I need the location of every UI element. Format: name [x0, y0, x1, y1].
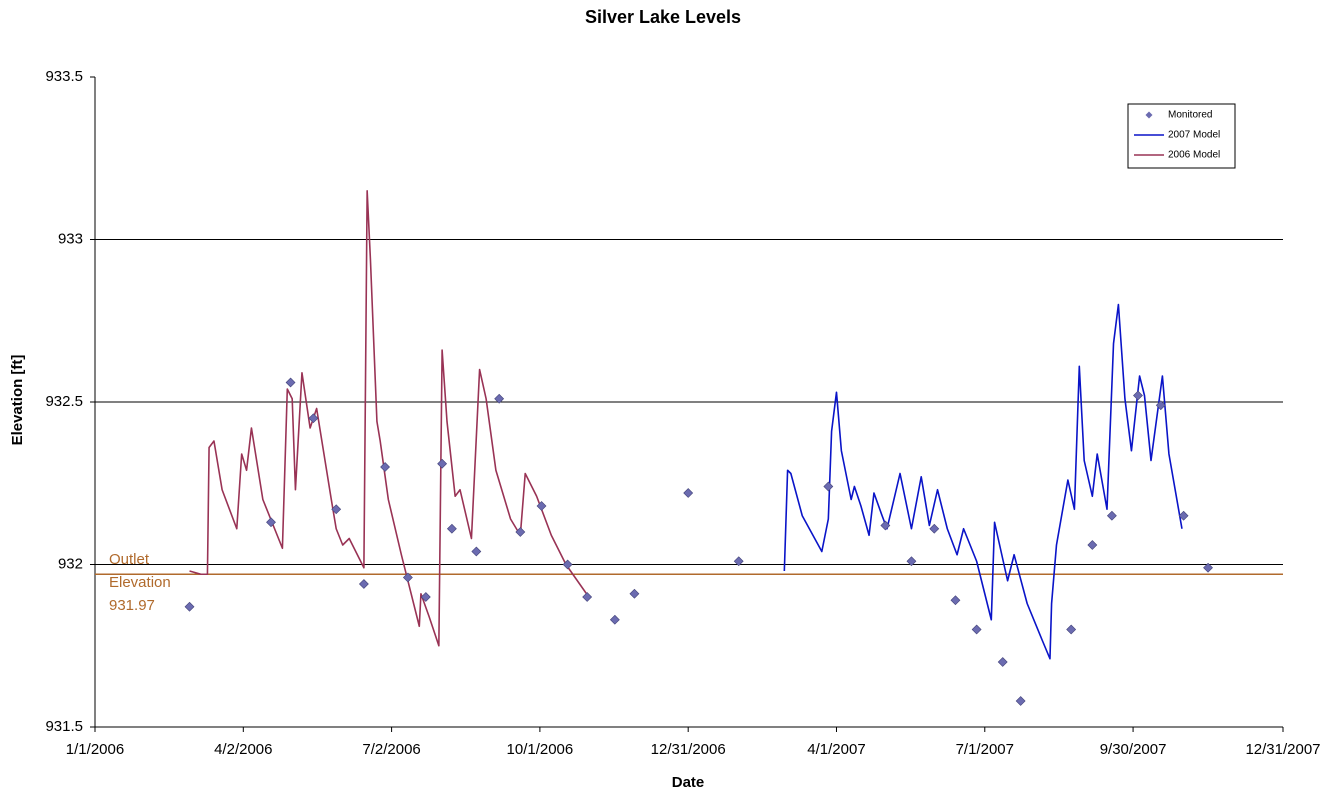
legend-label: 2007 Model [1168, 130, 1220, 141]
y-tick-label: 931.5 [45, 718, 83, 735]
data-point [308, 413, 319, 424]
data-point [437, 458, 448, 469]
data-point [1155, 400, 1166, 411]
model-line [783, 303, 1183, 660]
data-point [471, 546, 482, 557]
chart-title: Silver Lake Levels [585, 7, 741, 27]
data-point [683, 488, 694, 498]
y-axis-label: Elevation [ft] [9, 355, 26, 446]
x-tick-label: 12/31/2007 [1245, 741, 1320, 758]
data-point [562, 559, 573, 570]
data-point [906, 556, 917, 567]
x-tick-label: 9/30/2007 [1100, 741, 1167, 758]
x-tick-label: 12/31/2006 [651, 741, 726, 758]
x-tick-label: 4/2/2006 [214, 741, 272, 758]
x-tick-label: 7/2/2006 [362, 741, 420, 758]
y-tick-label: 932 [58, 555, 83, 572]
legend-label: 2006 Model [1168, 150, 1220, 161]
x-axis-label: Date [672, 774, 705, 791]
data-point [420, 592, 431, 602]
data-point [1203, 562, 1213, 573]
data-point [880, 520, 891, 531]
data-point [1015, 696, 1026, 706]
y-tick-label: 933.5 [45, 68, 83, 85]
data-point [609, 614, 620, 625]
outlet-label: Outlet [109, 551, 150, 568]
data-point [515, 527, 526, 537]
data-point [331, 504, 342, 515]
data-point [629, 588, 640, 599]
data-point [380, 462, 390, 472]
data-point [1106, 510, 1117, 521]
data-point [285, 377, 296, 388]
data-point [950, 595, 961, 606]
data-point [997, 657, 1008, 667]
x-tick-label: 10/1/2006 [507, 741, 574, 758]
data-point [929, 523, 940, 534]
data-point [358, 579, 369, 589]
x-tick-label: 7/1/2007 [956, 741, 1014, 758]
legend-label: Monitored [1168, 110, 1212, 121]
data-point [402, 572, 413, 583]
x-tick-label: 4/1/2007 [807, 741, 865, 758]
legend-marker [1145, 111, 1153, 119]
y-tick-label: 933 [58, 230, 83, 247]
outlet-label: Elevation [109, 574, 171, 591]
data-point [1133, 390, 1143, 401]
data-point [823, 481, 834, 492]
model-line [189, 189, 590, 647]
data-point [494, 393, 505, 404]
data-point [536, 501, 547, 511]
data-point [446, 523, 457, 534]
data-point [184, 601, 195, 612]
y-tick-label: 932.5 [45, 393, 83, 410]
outlet-value: 931.97 [109, 597, 155, 614]
x-tick-label: 1/1/2006 [66, 741, 124, 758]
data-point [1178, 510, 1189, 521]
data-point [971, 624, 982, 635]
data-point [266, 517, 276, 528]
data-point [1066, 624, 1077, 635]
data-point [582, 592, 593, 602]
data-point [1087, 540, 1098, 550]
data-point [733, 556, 744, 567]
